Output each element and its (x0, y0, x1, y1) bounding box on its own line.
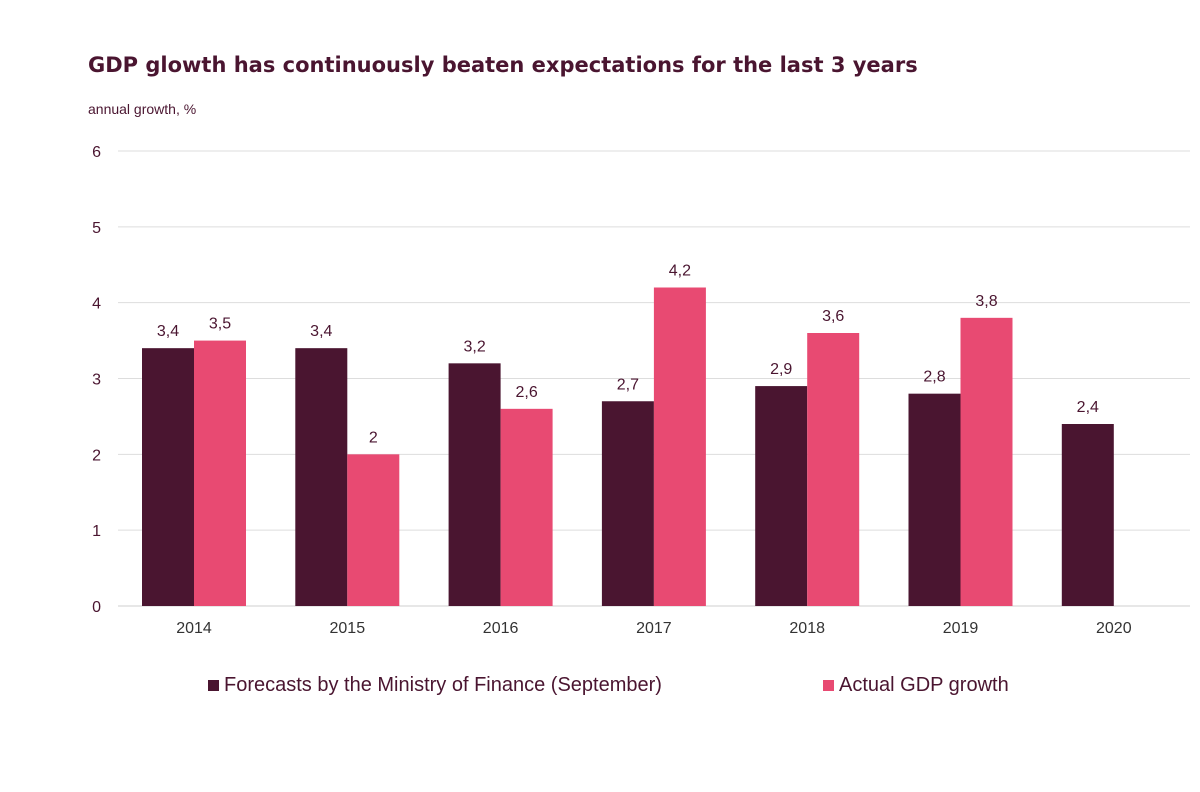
y-axis-ticks: 0 1 2 3 4 5 6 (92, 144, 101, 616)
data-label: 2,9 (770, 361, 792, 378)
legend-swatch-forecasts (208, 680, 219, 691)
x-tick-label: 2017 (636, 620, 672, 637)
data-label: 3,5 (209, 316, 231, 333)
y-tick-label: 2 (92, 447, 101, 464)
bar-actual (807, 333, 860, 606)
legend-label-forecasts: Forecasts by the Ministry of Finance (Se… (224, 674, 662, 696)
data-label: 3,8 (975, 293, 997, 310)
bar-actual (347, 454, 400, 606)
y-tick-label: 5 (92, 220, 101, 237)
y-tick-label: 3 (92, 372, 101, 389)
x-tick-label: 2015 (330, 620, 366, 637)
bar-actual (653, 287, 706, 606)
y-tick-label: 6 (92, 144, 101, 161)
y-tick-label: 4 (92, 296, 101, 313)
bar-forecast (142, 348, 194, 606)
x-tick-label: 2020 (1096, 620, 1132, 637)
bar-forecast (1061, 424, 1114, 606)
data-label: 3,6 (822, 308, 844, 325)
legend: Forecasts by the Ministry of Finance (Se… (0, 674, 1200, 700)
legend-item-forecasts: Forecasts by the Ministry of Finance (Se… (208, 674, 662, 697)
data-label: 3,4 (157, 323, 179, 340)
data-label: 2,6 (515, 384, 537, 401)
x-tick-label: 2014 (176, 620, 212, 637)
legend-item-actual: Actual GDP growth (823, 674, 1009, 697)
bar-forecast (755, 386, 808, 606)
bar-actual (500, 408, 553, 606)
data-label: 2,4 (1077, 399, 1099, 416)
bar-actual (960, 317, 1013, 606)
data-label: 2,8 (923, 369, 945, 386)
bars (142, 287, 1114, 606)
bar-actual (194, 340, 246, 606)
y-axis-label: annual growth, % (88, 101, 197, 117)
bar-forecast (448, 363, 501, 606)
legend-swatch-actual (823, 680, 834, 691)
data-label: 3,4 (310, 323, 332, 340)
data-label: 2,7 (617, 376, 639, 393)
bar-forecast (601, 401, 654, 606)
legend-label-actual: Actual GDP growth (839, 674, 1009, 696)
y-tick-label: 1 (92, 523, 101, 540)
x-tick-label: 2018 (789, 620, 825, 637)
x-tick-label: 2019 (943, 620, 979, 637)
x-tick-label: 2016 (483, 620, 519, 637)
chart-title: GDP glowth has continuously beaten expec… (88, 53, 918, 77)
y-tick-label: 0 (92, 599, 101, 616)
data-labels: 3,4 3,5 3,4 2 3,2 2,6 2,7 4,2 2,9 3,6 2,8 3,8 2,4 (157, 263, 1099, 447)
bar-forecast (295, 348, 348, 606)
x-axis-ticks: 2014 2015 2016 2017 2018 2019 2020 (176, 620, 1131, 637)
data-label: 2 (369, 429, 378, 446)
bar-forecast (908, 393, 961, 606)
data-label: 3,2 (463, 338, 485, 355)
data-label: 4,2 (669, 263, 691, 280)
